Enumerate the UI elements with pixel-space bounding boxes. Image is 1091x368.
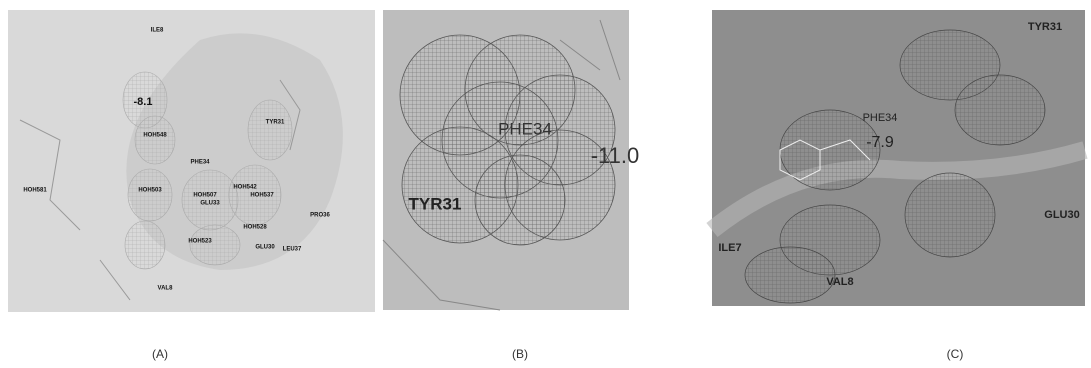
label: TYR31	[266, 120, 285, 126]
label: -8.1	[134, 96, 153, 108]
label: HOH581	[23, 188, 47, 194]
label: GLU30	[1044, 209, 1079, 221]
panel-b: PHE34 -11.0 TYR31	[383, 10, 639, 310]
label: PHE34	[863, 112, 898, 124]
label: -11.0	[591, 143, 640, 168]
caption: (B)	[512, 347, 528, 361]
label: TYR31	[409, 194, 462, 213]
label: PRO36	[310, 213, 330, 219]
label: HOH507	[193, 193, 217, 199]
label: HOH528	[243, 225, 267, 231]
label: HOH503	[138, 188, 162, 194]
label: TYR31	[1028, 21, 1062, 33]
caption: (C)	[947, 347, 964, 361]
label: HOH542	[233, 185, 257, 191]
caption: (A)	[152, 347, 168, 361]
label: PHE34	[498, 119, 552, 138]
label: VAL8	[826, 276, 853, 288]
figure: ILE8 -8.1 HOH548 TYR31 PHE34 HOH581 HOH5…	[0, 0, 1091, 368]
label: HOH537	[250, 193, 274, 199]
label: GLU33	[200, 201, 220, 207]
label: ILE8	[151, 28, 164, 34]
panel-c: TYR31 PHE34 -7.9 GLU30 ILE7 VAL8	[712, 10, 1085, 306]
label: VAL8	[158, 286, 174, 292]
panel-a: ILE8 -8.1 HOH548 TYR31 PHE34 HOH581 HOH5…	[8, 10, 375, 312]
label: GLU30	[255, 245, 275, 251]
label: HOH548	[143, 133, 167, 139]
label: PHE34	[190, 160, 210, 166]
label: HOH523	[188, 239, 212, 245]
label: ILE7	[718, 242, 741, 254]
label: LEU37	[283, 247, 302, 253]
label: -7.9	[866, 134, 894, 151]
